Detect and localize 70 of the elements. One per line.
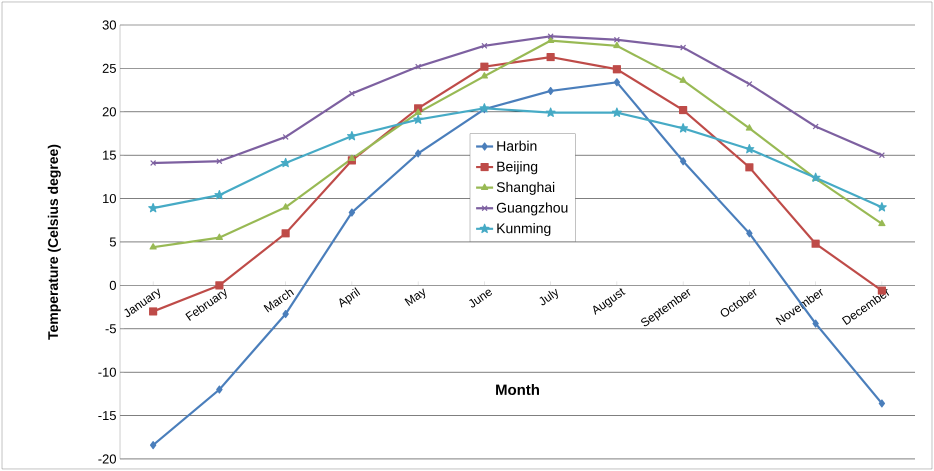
point <box>547 86 554 96</box>
point <box>414 149 422 158</box>
point <box>746 229 753 238</box>
point <box>480 62 488 71</box>
point <box>150 160 156 166</box>
point <box>876 202 887 212</box>
point <box>348 208 356 217</box>
point <box>150 441 156 450</box>
y-tick-label: 15 <box>103 150 116 160</box>
point <box>214 190 224 200</box>
point <box>746 124 754 131</box>
point <box>612 108 622 117</box>
point <box>216 385 223 394</box>
point <box>216 234 223 240</box>
point <box>216 158 222 164</box>
point <box>745 163 754 172</box>
legend-label: Harbin <box>497 140 536 151</box>
x-tick-label: June <box>469 290 492 308</box>
x-tick-label: May <box>404 288 426 306</box>
legend-label: Kunming <box>497 223 550 236</box>
point <box>878 152 885 158</box>
point <box>680 157 686 166</box>
y-tick-label: -10 <box>98 368 116 377</box>
point <box>546 108 556 117</box>
legend-label: Shanghai <box>496 182 554 195</box>
point <box>678 123 688 133</box>
y-tick-label: -20 <box>98 454 116 464</box>
y-tick-label: -5 <box>106 324 116 334</box>
y-tick-label: 25 <box>102 64 116 73</box>
y-axis-title: Temperature (Celsius degree) <box>48 144 61 340</box>
point <box>282 134 289 140</box>
point <box>680 76 687 83</box>
point <box>878 399 886 408</box>
point <box>348 154 356 161</box>
point <box>414 108 422 115</box>
point <box>148 203 158 212</box>
point <box>614 78 620 86</box>
point <box>282 203 290 210</box>
x-tick-label: July <box>539 288 558 306</box>
point <box>348 90 355 97</box>
point <box>480 72 488 79</box>
point <box>746 80 752 88</box>
point <box>679 106 688 114</box>
point <box>680 44 686 51</box>
point <box>150 243 157 250</box>
point <box>280 158 291 168</box>
point <box>812 240 820 248</box>
x-axis-title: Month <box>496 384 539 396</box>
point <box>612 65 621 74</box>
y-tick-label: 5 <box>110 237 116 246</box>
point <box>614 36 620 43</box>
point <box>282 229 290 238</box>
y-tick-label: 10 <box>103 194 116 204</box>
point <box>346 130 357 140</box>
point <box>413 114 424 124</box>
point <box>812 123 819 130</box>
point <box>415 64 422 70</box>
y-tick-label: 20 <box>102 107 116 116</box>
point <box>613 42 621 48</box>
point <box>547 36 554 43</box>
point <box>481 42 488 49</box>
point <box>878 220 886 226</box>
legend-label: Guangzhou <box>496 202 568 216</box>
legend-label: Beijing <box>497 161 538 174</box>
y-tick-label: -15 <box>98 411 116 420</box>
point <box>546 53 555 62</box>
point <box>548 33 554 40</box>
y-tick-label: 0 <box>110 280 116 290</box>
point <box>744 144 754 154</box>
y-tick-label: 30 <box>102 20 116 30</box>
